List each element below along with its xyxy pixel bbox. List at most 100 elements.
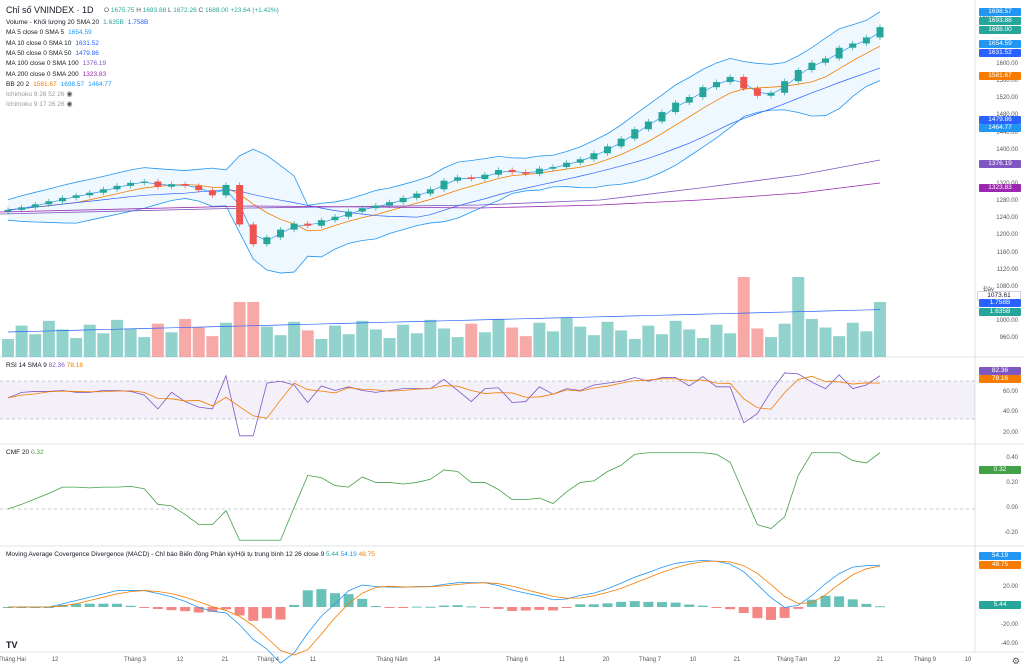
macd-histogram-bar: [425, 606, 436, 608]
macd-histogram-bar: [289, 604, 300, 607]
time-axis-label: 14: [433, 657, 441, 663]
candle-body: [386, 202, 393, 206]
volume-bar: [642, 325, 655, 357]
volume-bar: [424, 319, 437, 357]
volume-bar: [29, 334, 42, 357]
eye-icon: ◉: [66, 101, 73, 109]
volume-bar: [233, 302, 246, 357]
price-tag: 1.635B: [979, 308, 1021, 316]
candle-body: [18, 207, 26, 210]
candle-body: [345, 211, 353, 217]
volume-bar: [369, 329, 382, 357]
volume-bar: [533, 322, 546, 357]
volume-bar: [710, 324, 723, 357]
volume-bar: [329, 325, 341, 357]
macd-signal-line: [8, 560, 881, 656]
time-axis-label: 12: [176, 657, 184, 663]
axis-tick-label: 1560.00: [996, 78, 1018, 85]
macd-histogram-bar: [125, 605, 136, 607]
price-tag: 1654.59: [979, 40, 1021, 48]
volume-bar: [765, 337, 777, 357]
volume-bar: [724, 333, 737, 357]
macd-histogram-bar: [3, 607, 13, 608]
time-axis-label: 10: [689, 657, 697, 663]
macd-histogram-bar: [588, 604, 599, 607]
candle-body: [304, 223, 312, 226]
time-axis-label: Tháng Hai: [0, 657, 26, 663]
legend-4[interactable]: MA 100 close 0 SMA 100 1376.19: [6, 60, 107, 68]
macd-histogram-bar: [806, 599, 817, 607]
volume-bar: [601, 321, 614, 357]
candle-body: [699, 87, 707, 98]
candle-body: [644, 121, 652, 130]
time-axis-label: Tháng Năm: [376, 657, 408, 663]
volume-bar: [874, 302, 886, 357]
macd-histogram-bar: [493, 607, 504, 609]
candle-body: [685, 97, 693, 103]
legend-1[interactable]: MA 5 close 0 SMA 5 1654.59: [6, 29, 92, 37]
volume-bar: [383, 338, 396, 357]
volume-bar: [860, 331, 873, 357]
candle-body: [862, 37, 870, 44]
macd-histogram-bar: [561, 607, 572, 608]
volume-bar: [696, 338, 709, 357]
rsi-band: [0, 381, 975, 419]
price-tag: 1631.52: [979, 49, 1021, 57]
price-tag: 1323.83: [979, 184, 1021, 192]
legend-8[interactable]: Ichimoku 9 17 26 26 ◉: [6, 101, 73, 109]
legend-7[interactable]: Ichimoku 9 26 52 26 ◉: [6, 91, 73, 99]
legend-0[interactable]: Volume - Khối lượng 20 SMA 20 1.635B 1.758…: [6, 19, 149, 26]
candle-body: [31, 204, 39, 208]
tradingview-logo[interactable]: TV: [6, 640, 18, 650]
gear-icon[interactable]: ⚙: [1011, 656, 1020, 666]
candle-body: [236, 185, 244, 225]
volume-bar: [165, 332, 178, 357]
legend-2[interactable]: MA 10 close 0 SMA 10 1631.52: [6, 39, 99, 47]
axis-tick-label: -20.00: [1000, 621, 1018, 628]
macd-histogram-bar: [261, 607, 272, 619]
macd-histogram-bar: [466, 606, 477, 608]
volume-bar: [560, 317, 573, 357]
volume-bar: [206, 336, 219, 357]
candle-body: [72, 195, 80, 198]
axis-tick-label: 1400.00: [996, 146, 1018, 153]
chart-title: Chỉ số VNINDEX · 1D: [6, 5, 94, 15]
legend-3[interactable]: MA 50 close 0 SMA 50 1479.86: [6, 49, 99, 57]
volume-bar: [70, 338, 83, 357]
macd-histogram-bar: [479, 607, 490, 608]
eye-icon: ◉: [66, 91, 73, 99]
candle-body: [508, 169, 516, 173]
volume-bar: [247, 302, 260, 357]
volume-bar: [615, 330, 628, 357]
candle-body: [576, 159, 584, 163]
macd-histogram-bar: [166, 607, 177, 611]
candle-body: [563, 162, 571, 167]
macd-line: [8, 559, 881, 664]
legend-5[interactable]: MA 200 close 0 SMA 200 1323.83: [6, 70, 107, 78]
candle-body: [45, 201, 53, 205]
axis-tick-label: 1480.00: [996, 112, 1018, 118]
volume-bar: [97, 333, 110, 357]
price-tag: 1693.88: [979, 17, 1021, 25]
axis-tick-label: 20.00: [1002, 584, 1018, 591]
time-axis-label: Tháng 3: [123, 657, 147, 663]
axis-tick-label: 0.40: [1006, 455, 1018, 461]
candle-body: [195, 185, 203, 191]
volume-bar: [151, 323, 164, 357]
candle-body: [413, 193, 421, 198]
axis-tick-label: 1120.00: [996, 266, 1018, 273]
candle-body: [726, 76, 734, 83]
macd-histogram-bar: [139, 607, 150, 608]
volume-bar: [656, 334, 668, 357]
macd-histogram-bar: [411, 606, 422, 608]
candle-body: [168, 184, 175, 187]
macd-histogram-bar: [847, 599, 858, 607]
volume-bar: [547, 331, 559, 357]
candle-body: [277, 229, 284, 238]
candle-body: [454, 177, 462, 181]
cmf-legend: CMF 20 0.32: [6, 449, 44, 456]
volume-bar: [2, 339, 14, 357]
legend-6[interactable]: BB 20 2 1581.67 1698.57 1464.77: [6, 80, 112, 88]
ma200-line: [0, 182, 881, 213]
